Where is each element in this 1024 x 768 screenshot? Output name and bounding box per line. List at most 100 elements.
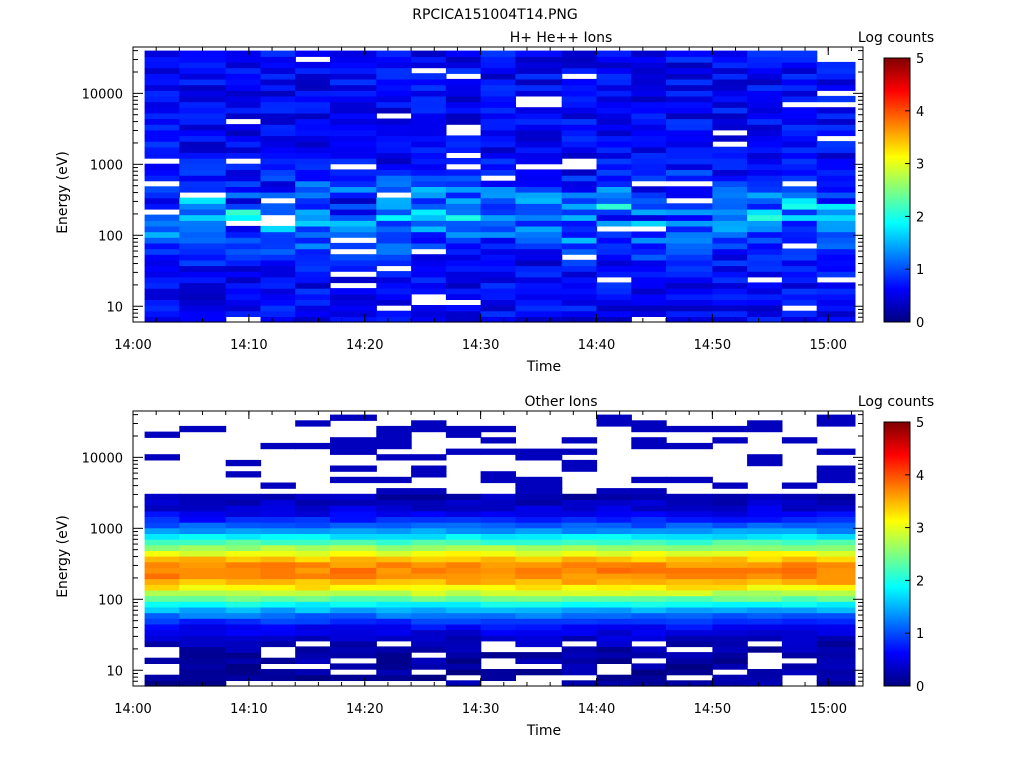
heatmap-cell [144, 95, 180, 103]
heatmap-cell [376, 657, 412, 664]
heatmap-cell [816, 118, 856, 125]
heatmap-cell [179, 175, 227, 182]
heatmap-cell [816, 629, 856, 636]
heatmap-cell [144, 73, 180, 80]
heatmap-cell [179, 606, 227, 614]
heatmap-cell [179, 248, 227, 255]
heatmap-cell [816, 248, 856, 255]
heatmap-cell [295, 141, 331, 148]
heatmap-cell [480, 242, 516, 250]
heatmap-cell [411, 163, 447, 170]
heatmap-cell [515, 578, 563, 585]
heatmap-cell [330, 305, 377, 312]
heatmap-cell [561, 203, 598, 210]
heatmap-cell [712, 282, 748, 289]
heatmap-cell [295, 158, 331, 165]
heatmap-cell [330, 95, 377, 103]
heatmap-cell [225, 237, 262, 244]
heatmap-cell [330, 101, 377, 108]
heatmap-cell [445, 657, 482, 664]
heatmap-cell [445, 550, 482, 557]
heatmap-cell [631, 310, 667, 317]
heatmap-cell [411, 539, 447, 546]
heatmap-cell [666, 220, 713, 227]
heatmap-cell [295, 629, 331, 636]
heatmap-cell [225, 652, 262, 659]
heatmap-cell [411, 420, 447, 427]
heatmap-cell [376, 95, 412, 103]
heatmap-cell [225, 129, 262, 137]
heatmap-cell [666, 669, 713, 676]
heatmap-cell [295, 578, 331, 585]
heatmap-cell [666, 208, 713, 216]
heatmap-cell [330, 135, 377, 142]
heatmap-cell [445, 67, 482, 74]
heatmap-cell [480, 606, 516, 614]
heatmap-cell [260, 265, 296, 272]
heatmap-cell [666, 124, 713, 131]
heatmap-cell [816, 556, 856, 563]
heatmap-cell [712, 146, 748, 153]
heatmap-cell [631, 112, 667, 120]
heatmap-cell [816, 669, 856, 676]
heatmap-cell [225, 493, 262, 501]
heatmap-cell [225, 197, 262, 204]
heatmap-cell [816, 214, 856, 221]
heatmap-cell [295, 561, 331, 568]
heatmap-cell [712, 271, 748, 278]
heatmap-cell [144, 169, 180, 176]
heatmap-cell [225, 674, 262, 681]
heatmap-cell [376, 618, 412, 625]
heatmap-cell [295, 101, 331, 108]
heatmap-cell [747, 299, 783, 306]
heatmap-cell [781, 589, 818, 597]
heatmap-cell [561, 652, 598, 659]
heatmap-cell [144, 107, 180, 114]
heatmap-cell [144, 50, 180, 57]
heatmap-cell [144, 203, 180, 210]
heatmap-cell [596, 606, 632, 614]
heatmap-cell [260, 618, 296, 625]
heatmap-cell [712, 544, 748, 551]
heatmap-cell [596, 550, 632, 557]
y-tick-label: 1000 [90, 158, 123, 173]
heatmap-cell [596, 254, 632, 261]
heatmap-cell [445, 572, 482, 580]
heatmap-cell [712, 197, 748, 204]
heatmap-cell [631, 556, 667, 563]
heatmap-cell [445, 61, 482, 69]
heatmap-cell [144, 61, 180, 69]
heatmap-cell [781, 152, 818, 159]
heatmap-cell [666, 601, 713, 608]
heatmap-cell [712, 305, 748, 312]
heatmap-cell [515, 214, 563, 221]
heatmap-cell [445, 293, 482, 300]
heatmap-cell [445, 237, 482, 244]
heatmap-cell [712, 425, 748, 433]
heatmap-cell [480, 448, 516, 455]
heatmap-cell [781, 265, 818, 272]
heatmap-cell [666, 510, 713, 517]
heatmap-cell [445, 282, 482, 289]
heatmap-cell [330, 561, 377, 568]
heatmap-cell [816, 465, 856, 472]
heatmap-cell [480, 135, 516, 142]
heatmap-cell [816, 124, 856, 131]
heatmap-cell [747, 175, 783, 182]
heatmap-cell [561, 561, 598, 568]
heatmap-cell [712, 265, 748, 272]
heatmap-cell [781, 192, 818, 199]
heatmap-cell [631, 237, 667, 244]
heatmap-cell [376, 288, 412, 295]
heatmap-cell [445, 271, 482, 278]
heatmap-cell [330, 169, 377, 176]
heatmap-cell [376, 578, 412, 585]
x-tick-label: 14:20 [346, 702, 383, 717]
heatmap-cell [330, 612, 377, 619]
heatmap-cell [260, 186, 296, 193]
heatmap-cell [747, 629, 783, 636]
heatmap-cell [376, 248, 412, 255]
heatmap-cell [376, 175, 412, 182]
heatmap-cell [561, 112, 598, 120]
heatmap-cell [225, 242, 262, 250]
